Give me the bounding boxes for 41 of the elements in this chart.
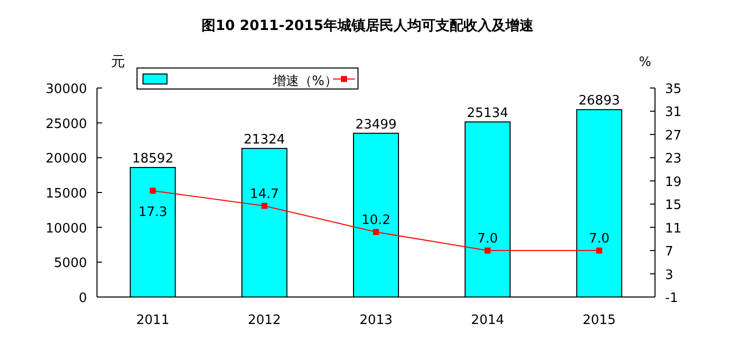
y-tick-label: 10000: [46, 221, 87, 236]
x-tick-label: 2014: [471, 313, 504, 328]
data-label: 10.2: [362, 212, 390, 228]
y-tick-label: 25000: [46, 116, 87, 132]
y-tick-label: 0: [78, 291, 87, 306]
chart-title: 图10 2011-2015年城镇居民人均可支配收入及增速: [201, 18, 535, 34]
y2-tick-label: 31: [665, 105, 682, 120]
data-label: 25134: [466, 106, 508, 121]
point: [150, 188, 156, 194]
y2-tick-label: 23: [665, 152, 682, 167]
y2-tick-label: 15: [665, 198, 682, 214]
y2-tick-label: 7: [665, 244, 674, 260]
x-tick-label: 2013: [359, 313, 393, 328]
data-label: 17.3: [138, 204, 168, 220]
point: [484, 248, 491, 254]
y2-tick-label: 19: [665, 174, 682, 190]
legend-label: 增速（%）: [272, 74, 338, 89]
y-axis-title: 元: [111, 54, 125, 70]
y2-tick-label: 11: [665, 221, 682, 236]
data-label: 26893: [578, 94, 620, 109]
point: [596, 248, 602, 254]
x-tick-label: 2012: [248, 313, 281, 328]
y2-tick-label: 27: [665, 128, 682, 144]
y2-tick-label: 35: [665, 82, 682, 97]
x-tick-label: 2011: [136, 313, 170, 328]
y2-tick-label: 3: [665, 268, 674, 283]
point: [261, 202, 268, 209]
data-label: 14.7: [250, 186, 279, 202]
x-tick-label: 2015: [582, 313, 616, 328]
y-tick-label: 5000: [54, 256, 87, 272]
y2-axis-title: %: [638, 55, 652, 70]
data-label: 21324: [244, 132, 286, 148]
y-tick-label: 15000: [46, 186, 87, 202]
data-label: 7.0: [477, 232, 498, 247]
data-label: 18592: [132, 151, 174, 166]
point: [373, 228, 379, 235]
y2-tick-label: -1: [665, 291, 678, 306]
data-label: 23499: [355, 117, 397, 132]
y-tick-label: 30000: [46, 82, 87, 97]
data-label: 7.0: [588, 232, 610, 247]
y-tick-label: 20000: [46, 152, 87, 167]
